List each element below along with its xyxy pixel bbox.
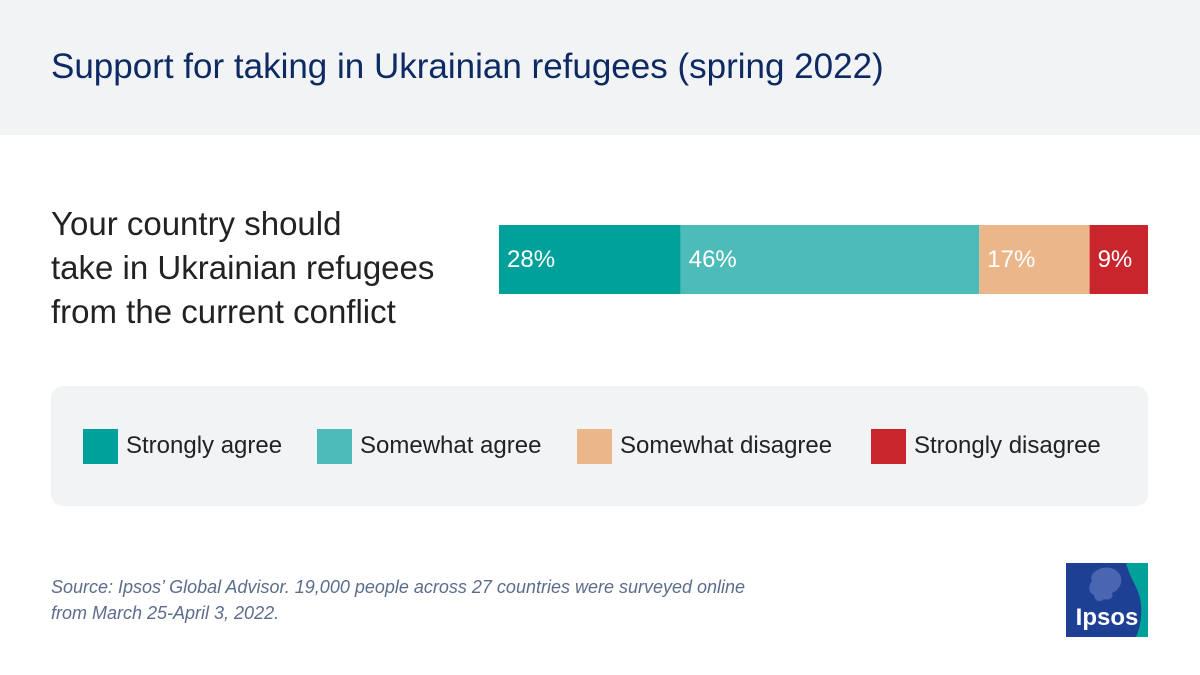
legend-item-somewhat-agree: Somewhat agree xyxy=(317,428,541,464)
bar-segment-strongly-agree xyxy=(499,225,681,294)
legend: Strongly agree Somewhat agree Somewhat d… xyxy=(51,386,1148,506)
chart-title: Support for taking in Ukrainian refugees… xyxy=(51,47,884,86)
data-label-strongly-agree: 28% xyxy=(507,246,555,273)
legend-swatch-strongly-agree xyxy=(83,428,118,464)
legend-label-somewhat-agree: Somewhat agree xyxy=(360,432,542,459)
legend-swatch-somewhat-disagree xyxy=(577,428,612,464)
legend-item-strongly-disagree: Strongly disagree xyxy=(871,428,1101,464)
legend-item-somewhat-disagree: Somewhat disagree xyxy=(577,428,832,464)
legend-item-strongly-agree: Strongly agree xyxy=(83,428,282,464)
data-label-strongly-disagree: 9% xyxy=(1098,246,1133,273)
legend-swatch-somewhat-agree xyxy=(317,428,352,464)
ipsos-logo-icon xyxy=(1089,563,1148,637)
legend-swatch-strongly-disagree xyxy=(871,428,906,464)
ipsos-logo: Ipsos xyxy=(1066,563,1148,637)
legend-label-somewhat-disagree: Somewhat disagree xyxy=(620,432,833,459)
header: Support for taking in Ukrainian refugees… xyxy=(0,0,1200,135)
bar-segment-strongly-disagree xyxy=(1089,225,1148,294)
logo-text: Ipsos xyxy=(1075,604,1139,631)
bar-segment-somewhat-agree xyxy=(680,225,980,294)
source-note: Source: Ipsos’ Global Advisor. 19,000 pe… xyxy=(51,577,746,623)
legend-label-strongly-agree: Strongly agree xyxy=(126,432,283,459)
bar-segment-somewhat-disagree xyxy=(979,225,1090,294)
data-label-somewhat-disagree: 17% xyxy=(987,246,1035,273)
legend-label-strongly-disagree: Strongly disagree xyxy=(914,432,1101,459)
data-label-somewhat-agree: 46% xyxy=(689,246,737,273)
question-label: Your country should take in Ukrainian re… xyxy=(51,205,435,330)
